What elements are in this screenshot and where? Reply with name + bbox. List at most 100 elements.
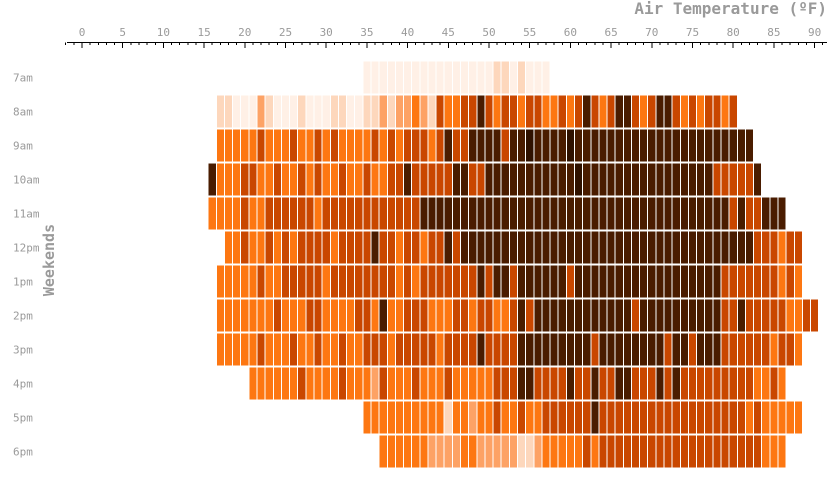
heatmap-cell [378, 162, 388, 197]
heatmap-cell [451, 264, 462, 299]
heatmap-cell [378, 400, 388, 435]
heatmap-cell [655, 298, 665, 333]
heatmap-cell [639, 434, 649, 469]
heatmap-cell [419, 196, 429, 231]
heatmap-cell [321, 196, 331, 231]
heatmap-cell [280, 298, 291, 333]
heatmap-cell [248, 128, 258, 163]
heatmap-cell [435, 94, 445, 129]
heatmap-cell [720, 264, 730, 299]
heatmap-cell [704, 434, 714, 469]
heatmap-cell [630, 264, 641, 299]
heatmap-cell [712, 400, 722, 435]
heatmap-cell [704, 332, 714, 367]
heatmap-cell [443, 196, 453, 231]
heatmap-cell [712, 366, 722, 401]
heatmap-cell [223, 94, 234, 129]
heatmap-cell [557, 366, 567, 401]
heatmap-cell [403, 60, 413, 95]
heatmap-cell [297, 128, 307, 163]
heatmap-cell [386, 434, 396, 469]
heatmap-cell [565, 264, 575, 299]
heatmap-cell [573, 434, 584, 469]
heatmap-cell [525, 196, 535, 231]
heatmap-cell [313, 94, 323, 129]
heatmap-cell [565, 162, 575, 197]
heatmap-cell [223, 298, 234, 333]
heatmap-cell [500, 366, 510, 401]
heatmap-cell [590, 196, 600, 231]
heatmap-cell [403, 332, 413, 367]
heatmap-cell [516, 162, 527, 197]
heatmap-cell [582, 94, 592, 129]
heatmap-cell [516, 400, 527, 435]
heatmap-cell [769, 196, 779, 231]
heatmap-cell [785, 298, 795, 333]
heatmap-cell [687, 332, 698, 367]
heatmap-cell [207, 162, 217, 197]
heatmap-cell [411, 94, 421, 129]
heatmap-cell [630, 162, 641, 197]
heatmap-cell [280, 196, 291, 231]
heatmap-cell [256, 264, 266, 299]
heatmap-cell [329, 128, 339, 163]
heatmap-cell [476, 162, 486, 197]
heatmap-cell [769, 332, 779, 367]
heatmap-cell [337, 230, 348, 265]
heatmap-cell [484, 196, 494, 231]
heatmap-cell [696, 128, 706, 163]
heatmap-cell [614, 264, 624, 299]
heatmap-cell [346, 196, 356, 231]
heatmap-cell [419, 400, 429, 435]
heatmap-cell [639, 332, 649, 367]
heatmap-cell [443, 162, 453, 197]
x-tick-label: 75 [686, 26, 699, 39]
heatmap-cell [427, 298, 437, 333]
heatmap-cell [508, 264, 518, 299]
heatmap-cell [337, 128, 348, 163]
heatmap-cell [687, 366, 698, 401]
heatmap-cell [256, 332, 266, 367]
heatmap-cell [297, 366, 307, 401]
heatmap-cell [639, 264, 649, 299]
heatmap-cell [451, 332, 462, 367]
heatmap-cell [362, 298, 372, 333]
heatmap-cell [720, 366, 730, 401]
heatmap-cell [337, 298, 348, 333]
heatmap-cell [696, 230, 706, 265]
heatmap-cell [614, 94, 624, 129]
heatmap-cell [378, 434, 388, 469]
heatmap-cell [337, 196, 348, 231]
heatmap-cell [386, 230, 396, 265]
heatmap-cell [785, 400, 795, 435]
heatmap-cell [744, 332, 755, 367]
heatmap-cell [679, 400, 689, 435]
heatmap-cell [232, 332, 242, 367]
heatmap-cell [508, 400, 518, 435]
heatmap-cell [753, 264, 763, 299]
heatmap-cell [394, 366, 405, 401]
heatmap-cell [736, 264, 746, 299]
heatmap-cell [557, 94, 567, 129]
heatmap-cell [557, 196, 567, 231]
heatmap-cell [500, 60, 510, 95]
heatmap-cell [777, 264, 787, 299]
heatmap-cell [394, 128, 405, 163]
heatmap-cell [419, 298, 429, 333]
heatmap-cell [451, 230, 462, 265]
heatmap-cell [753, 298, 763, 333]
heatmap-cell [272, 264, 282, 299]
heatmap-cell [541, 366, 551, 401]
heatmap-cell [630, 94, 641, 129]
heatmap-cell [557, 128, 567, 163]
heatmap-cell [590, 94, 600, 129]
heatmap-cell [541, 332, 551, 367]
heatmap-cell [370, 60, 380, 95]
heatmap-cell [411, 264, 421, 299]
heatmap-cell [687, 196, 698, 231]
heatmap-cell [386, 298, 396, 333]
heatmap-cell [403, 196, 413, 231]
heatmap-cell [720, 298, 730, 333]
heatmap-cell [696, 94, 706, 129]
heatmap-cell [354, 264, 364, 299]
